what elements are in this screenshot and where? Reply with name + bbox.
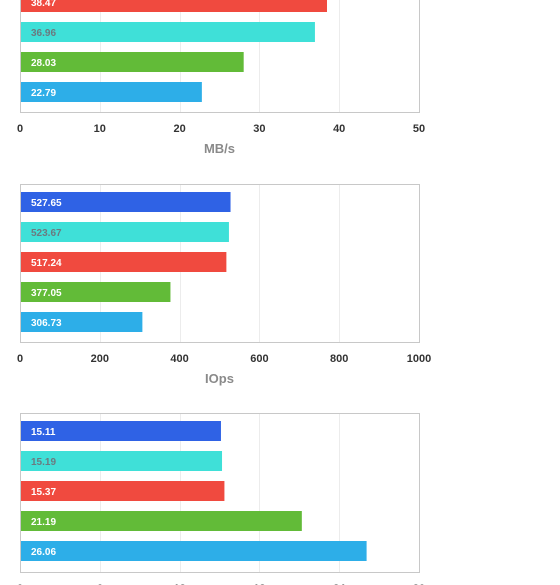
chart-1-bar (21, 282, 171, 302)
chart-1-data-label: 377.05 (31, 288, 62, 299)
chart-1-axis-label: IOps (205, 371, 234, 386)
chart-1-bar (21, 252, 227, 272)
chart-0-bar (21, 82, 202, 102)
chart-2-bar (21, 481, 225, 501)
chart-2-tick-label: 12 (173, 583, 185, 585)
chart-2-bar (21, 451, 223, 471)
chart-0-data-label: 22.79 (31, 88, 56, 99)
chart-1-tick-label: 400 (170, 353, 188, 365)
chart-0-bar (21, 22, 315, 42)
chart-1-data-label: 527.65 (31, 198, 62, 209)
chart-1-data-label: 306.73 (31, 318, 62, 329)
chart-2-data-label: 15.11 (31, 427, 56, 438)
chart-1-tick-label: 200 (91, 353, 109, 365)
chart-0-bar (21, 52, 244, 72)
chart-2-data-label: 15.19 (31, 457, 56, 468)
chart-2-tick-label: 0 (17, 583, 23, 585)
chart-2-data-label: 21.19 (31, 517, 56, 528)
chart-0-bar (21, 0, 327, 12)
chart-2-bar (21, 421, 221, 441)
chart-0-tick-label: 50 (413, 123, 425, 135)
chart-2-tick-label: 24 (333, 583, 346, 585)
chart-0-tick-label: 20 (173, 123, 185, 135)
chart-0-tick-label: 40 (333, 123, 345, 135)
chart-0-data-label: 28.03 (31, 58, 56, 69)
chart-1-data-label: 523.67 (31, 228, 62, 239)
chart-1-tick-label: 0 (17, 353, 23, 365)
chart-2-bar (21, 541, 367, 561)
chart-0-tick-label: 30 (253, 123, 265, 135)
chart-1-tick-label: 1000 (407, 353, 431, 365)
chart-1-bar (21, 312, 143, 332)
chart-0-data-label: 36.96 (31, 28, 56, 39)
chart-1-tick-label: 600 (250, 353, 268, 365)
chart-2-data-label: 15.37 (31, 487, 56, 498)
chart-2-tick-label: 18 (253, 583, 265, 585)
chart-0-axis-label: MB/s (204, 141, 235, 156)
chart-1-bar (21, 192, 231, 212)
chart-2-data-label: 26.06 (31, 547, 56, 558)
chart-0-data-label: 38.47 (31, 0, 56, 9)
chart-0-tick-label: 0 (17, 123, 23, 135)
chart-1-data-label: 517.24 (31, 258, 62, 269)
chart-0-tick-label: 10 (94, 123, 106, 135)
chart-1-bar (21, 222, 229, 242)
chart-1-tick-label: 800 (330, 353, 348, 365)
chart-2-tick-label: 30 (413, 583, 425, 585)
chart-2-tick-label: 6 (97, 583, 103, 585)
chart-2-bar (21, 511, 302, 531)
